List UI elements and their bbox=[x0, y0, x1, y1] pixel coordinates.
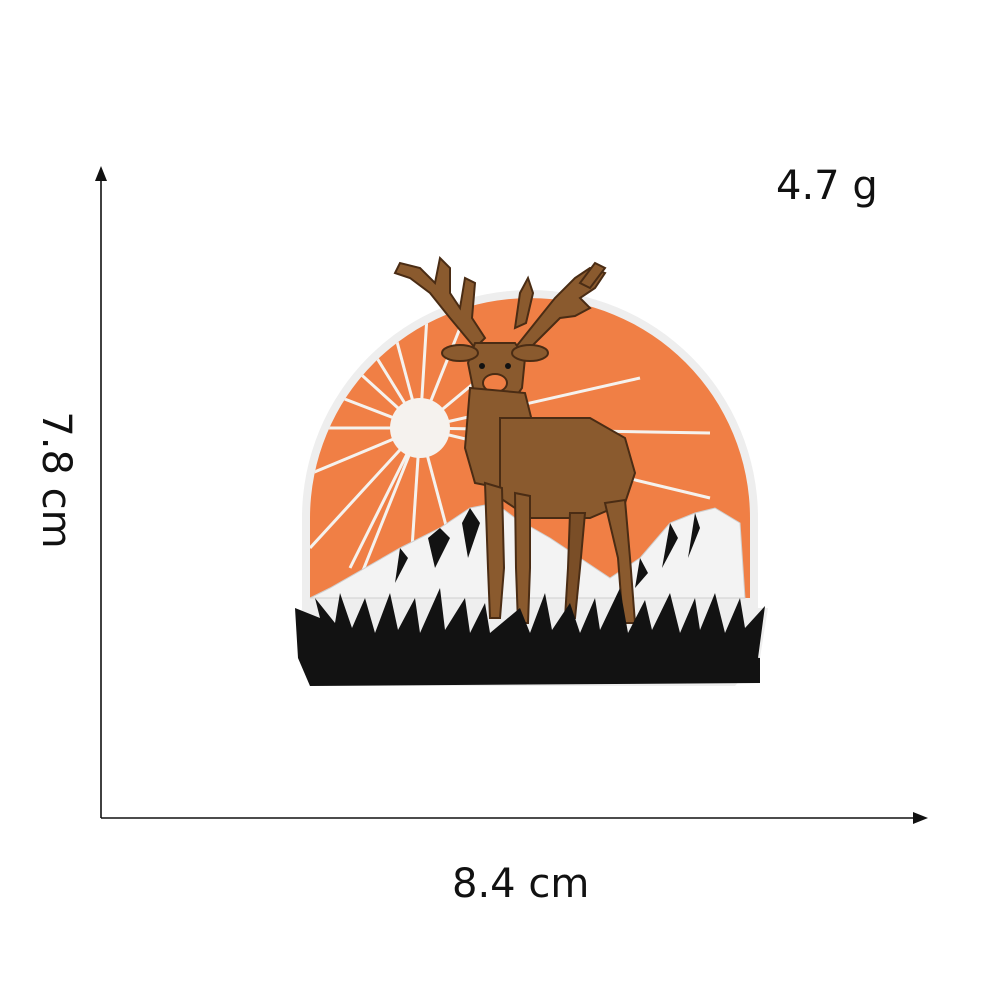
antlers bbox=[393, 255, 607, 350]
grass bbox=[295, 588, 765, 686]
arrow-up-icon bbox=[95, 166, 107, 181]
height-label: 7.8 cm bbox=[33, 411, 79, 549]
width-label: 8.4 cm bbox=[452, 861, 590, 907]
deer bbox=[441, 342, 637, 624]
weight-label: 4.7 g bbox=[776, 163, 878, 209]
deer-patch-icon bbox=[295, 255, 768, 686]
arrow-right-icon bbox=[913, 812, 928, 824]
